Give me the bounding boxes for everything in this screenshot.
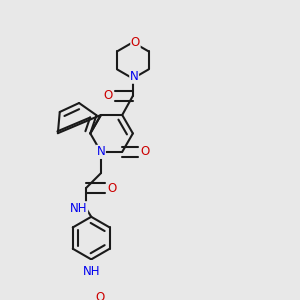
Text: O: O — [131, 36, 140, 49]
Text: O: O — [140, 146, 149, 158]
Text: NH: NH — [70, 202, 88, 215]
Text: N: N — [130, 70, 139, 83]
Text: O: O — [95, 291, 104, 300]
Text: N: N — [97, 146, 105, 158]
Text: NH: NH — [82, 266, 100, 278]
Text: O: O — [107, 182, 116, 195]
Text: O: O — [104, 89, 113, 102]
